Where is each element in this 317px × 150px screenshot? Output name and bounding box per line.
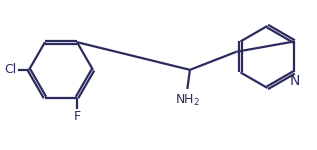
Text: Cl: Cl [4, 63, 16, 76]
Text: F: F [74, 110, 81, 123]
Text: NH$_2$: NH$_2$ [175, 93, 200, 108]
Text: N: N [290, 75, 300, 88]
